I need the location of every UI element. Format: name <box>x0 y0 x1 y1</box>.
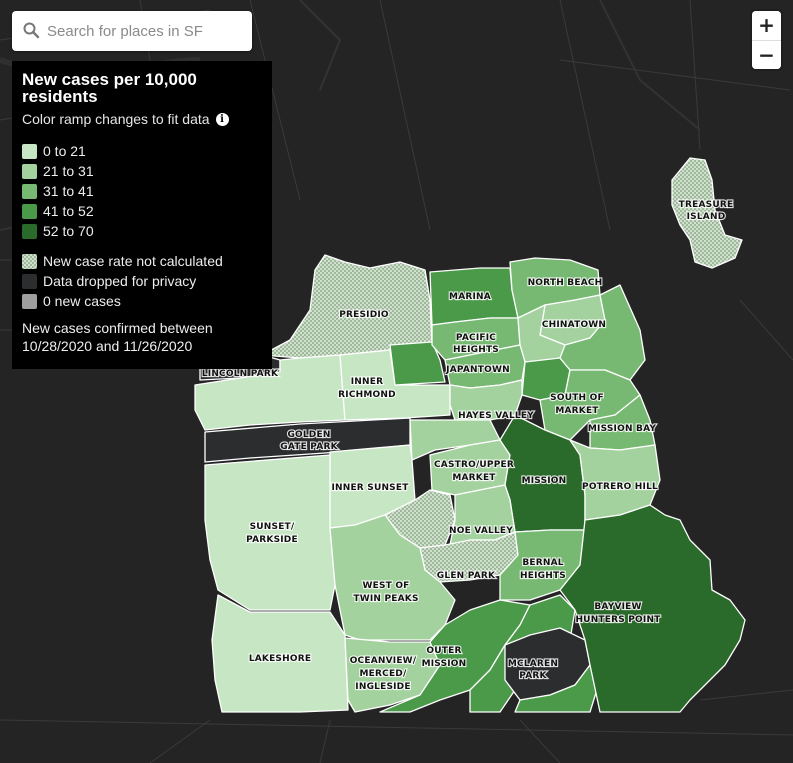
label-mission: MISSION <box>522 476 567 486</box>
legend-label: 31 to 41 <box>43 183 94 199</box>
legend-label: 52 to 70 <box>43 223 94 239</box>
legend-date-line-2: 10/28/2020 and 11/26/2020 <box>22 338 193 354</box>
legend-swatch <box>22 293 37 309</box>
label-presidio: PRESIDIO <box>339 310 389 320</box>
label-potrero-hill: POTRERO HILL <box>582 482 658 492</box>
neighborhood-polygons[interactable] <box>194 157 746 713</box>
legend-label: 0 new cases <box>43 293 121 309</box>
legend-row: 21 to 31 <box>22 161 262 181</box>
label-golden-gate-park-1: GOLDEN <box>287 430 330 440</box>
label-lakeshore: LAKESHORE <box>249 654 311 664</box>
label-lincoln-park: LINCOLN PARK <box>202 369 279 379</box>
label-omi-2: MERCED/ <box>360 669 407 679</box>
legend-swatch <box>22 163 37 179</box>
label-soma-1: SOUTH OF <box>550 393 604 403</box>
label-chinatown: CHINATOWN <box>542 320 606 330</box>
legend-row: 0 to 21 <box>22 141 262 161</box>
label-treasure-island-1: TREASURE <box>679 200 734 210</box>
legend-subtitle: Color ramp changes to fit data <box>22 111 210 127</box>
legend-swatch <box>22 273 37 289</box>
label-treasure-island-2: ISLAND <box>687 212 726 222</box>
label-golden-gate-park-2: GATE PARK <box>280 442 338 452</box>
label-marina: MARINA <box>449 292 491 302</box>
neighborhood-bayview[interactable] <box>559 504 746 713</box>
neighborhood-bernal-heights[interactable] <box>499 529 586 601</box>
neighborhood-presidio[interactable] <box>261 254 433 359</box>
label-bayview-1: BAYVIEW <box>594 602 641 612</box>
neighborhood-west-of-twin-peaks[interactable] <box>329 514 456 641</box>
label-sunset-2: PARKSIDE <box>246 535 298 545</box>
neighborhood-inner-richmond-north[interactable] <box>389 341 446 386</box>
legend-label: 41 to 52 <box>43 203 94 219</box>
zoom-in-button[interactable]: + <box>752 11 781 40</box>
legend-row: New case rate not calculated <box>22 251 262 271</box>
neighborhood-hayes-valley[interactable] <box>449 379 523 421</box>
search-input[interactable] <box>46 11 246 51</box>
label-outer-mission-2: MISSION <box>422 659 467 669</box>
label-outer-mission-1: OUTER <box>426 646 461 656</box>
legend-label: Data dropped for privacy <box>43 273 197 289</box>
label-west-of-twin-peaks-2: TWIN PEAKS <box>353 594 418 604</box>
legend-swatch-hatch <box>22 253 37 269</box>
label-mclaren-2: PARK <box>519 671 547 681</box>
zoom-out-button[interactable]: − <box>752 40 781 69</box>
label-inner-richmond-2: RICHMOND <box>338 390 396 400</box>
neighborhood-lakeshore[interactable] <box>211 594 349 713</box>
legend-row: 52 to 70 <box>22 221 262 241</box>
neighborhood-treasure-island[interactable] <box>671 157 743 269</box>
neighborhood-financial-district[interactable] <box>559 284 646 381</box>
label-japantown: JAPANTOWN <box>445 365 510 375</box>
search-icon <box>23 22 40 39</box>
zoom-control: + − <box>752 11 781 69</box>
legend-swatch <box>22 223 37 239</box>
legend-title: New cases per 10,000 residents <box>22 70 197 106</box>
legend-row: 0 new cases <box>22 291 262 311</box>
legend-date-line-1: New cases confirmed between <box>22 320 213 336</box>
label-castro-2: MARKET <box>452 473 496 483</box>
label-bernal-2: HEIGHTS <box>520 571 566 581</box>
label-omi-1: OCEANVIEW/ <box>350 656 417 666</box>
legend-label: New case rate not calculated <box>43 253 223 269</box>
label-omi-3: INGLESIDE <box>355 682 410 692</box>
legend-label: 0 to 21 <box>43 143 86 159</box>
legend-row: 41 to 52 <box>22 201 262 221</box>
info-icon[interactable]: i <box>215 112 229 126</box>
legend-swatch <box>22 143 37 159</box>
legend-label: 21 to 31 <box>43 163 94 179</box>
legend-panel: New cases per 10,000 residents Color ram… <box>12 61 272 369</box>
search-bar[interactable] <box>12 11 252 51</box>
label-bernal-1: BERNAL <box>522 558 563 568</box>
label-bayview-2: HUNTERS POINT <box>575 615 661 625</box>
label-castro-1: CASTRO/UPPER <box>434 460 514 470</box>
legend-row: Data dropped for privacy <box>22 271 262 291</box>
label-mission-bay: MISSION BAY <box>588 424 656 434</box>
label-hayes-valley: HAYES VALLEY <box>458 411 534 421</box>
label-pacific-heights-1: PACIFIC <box>456 333 496 343</box>
label-glen-park: GLEN PARK <box>437 571 496 581</box>
label-noe-valley: NOE VALLEY <box>449 526 513 536</box>
neighborhood-sunset[interactable] <box>204 454 336 611</box>
legend-ramp: 0 to 21 21 to 31 31 to 41 41 to 52 52 to… <box>22 141 262 311</box>
legend-date-range: New cases confirmed between 10/28/2020 a… <box>22 319 262 355</box>
legend-swatch <box>22 203 37 219</box>
legend-row: 31 to 41 <box>22 181 262 201</box>
label-soma-2: MARKET <box>555 406 599 416</box>
label-north-beach: NORTH BEACH <box>528 278 603 288</box>
map-labels: PRESIDIO MARINA NORTH BEACH CHINATOWN TR… <box>201 199 734 693</box>
label-inner-sunset: INNER SUNSET <box>331 483 409 493</box>
label-sunset-1: SUNSET/ <box>250 522 295 532</box>
label-pacific-heights-2: HEIGHTS <box>453 345 499 355</box>
label-inner-richmond-1: INNER <box>351 377 384 387</box>
legend-swatch <box>22 183 37 199</box>
label-mclaren-1: MCLAREN <box>508 659 558 669</box>
legend-subtitle-row: Color ramp changes to fit data i <box>22 111 262 127</box>
label-west-of-twin-peaks-1: WEST OF <box>362 581 409 591</box>
